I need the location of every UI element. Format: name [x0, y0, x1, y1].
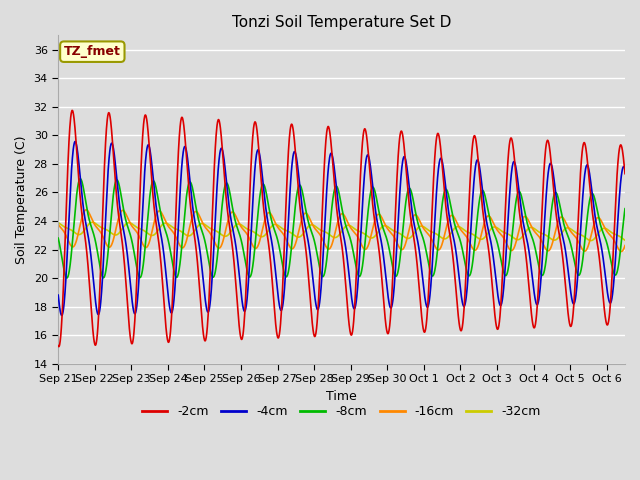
Y-axis label: Soil Temperature (C): Soil Temperature (C): [15, 135, 28, 264]
Title: Tonzi Soil Temperature Set D: Tonzi Soil Temperature Set D: [232, 15, 451, 30]
Legend: -2cm, -4cm, -8cm, -16cm, -32cm: -2cm, -4cm, -8cm, -16cm, -32cm: [138, 400, 546, 423]
Text: TZ_fmet: TZ_fmet: [64, 45, 121, 58]
X-axis label: Time: Time: [326, 390, 357, 403]
